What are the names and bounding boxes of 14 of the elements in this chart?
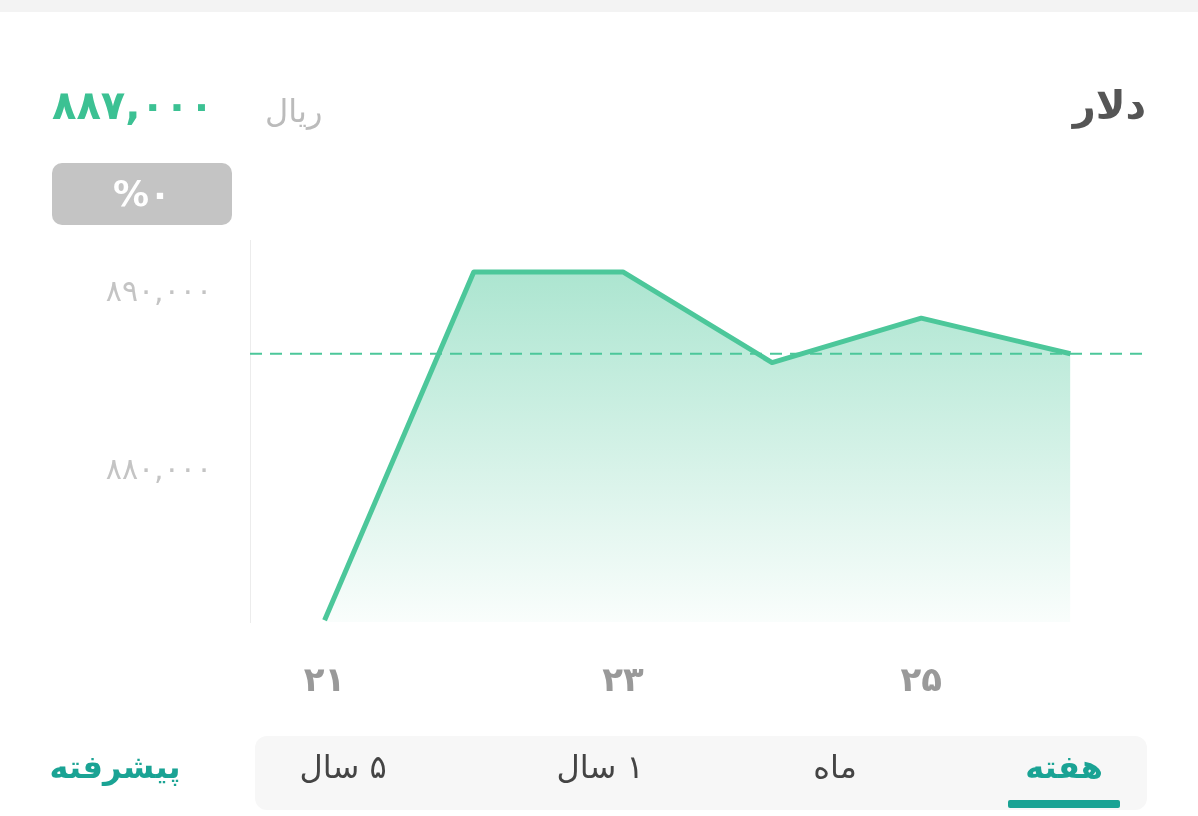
text: هفته	[1024, 748, 1104, 786]
y-tick-label: ۸۸۰,۰۰۰	[105, 450, 212, 486]
x-tick-label: ۲۵	[900, 659, 943, 700]
x-tick-label: ۲۳	[602, 659, 644, 700]
text: ماه	[812, 748, 858, 786]
text: ۱ سال	[555, 748, 645, 786]
text: ۵ سال	[298, 748, 388, 786]
y-tick-label: ۸۹۰,۰۰۰	[105, 273, 212, 309]
text: پیشرفته	[48, 748, 182, 786]
text: ریال	[265, 92, 323, 130]
x-tick-label: ۲۱	[303, 659, 346, 700]
text: %۰	[52, 163, 232, 225]
text: ۸۸۷,۰۰۰	[52, 82, 214, 128]
chart-title: دلار	[1072, 82, 1146, 128]
